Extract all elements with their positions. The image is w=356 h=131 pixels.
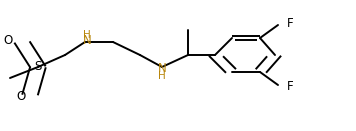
- Text: N: N: [158, 62, 166, 75]
- Text: F: F: [287, 17, 294, 30]
- Text: H: H: [158, 70, 166, 81]
- Text: H: H: [83, 30, 91, 40]
- Text: O: O: [16, 90, 26, 103]
- Text: O: O: [4, 34, 13, 47]
- Text: F: F: [287, 80, 294, 93]
- Text: N: N: [82, 34, 91, 47]
- Text: S: S: [34, 61, 42, 73]
